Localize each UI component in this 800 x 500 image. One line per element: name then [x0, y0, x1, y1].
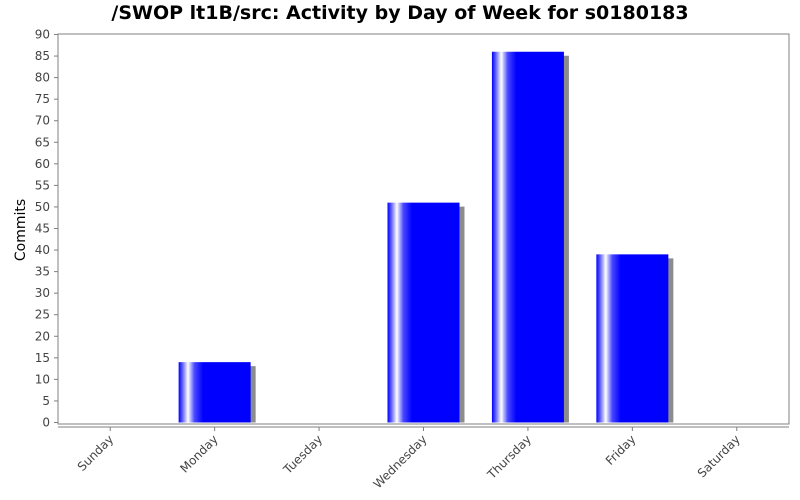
y-tick-label: 15	[35, 351, 50, 365]
y-tick-label: 85	[35, 49, 50, 63]
bar	[596, 254, 669, 423]
y-tick-label: 25	[35, 308, 50, 322]
y-axis-title: Commits	[13, 199, 29, 261]
x-tick-label: Tuesday	[280, 432, 325, 477]
x-tick-label: Friday	[603, 432, 639, 468]
y-tick-label: 0	[42, 416, 50, 430]
y-tick-label: 40	[35, 243, 50, 257]
y-tick-label: 50	[35, 200, 50, 214]
bars	[178, 51, 674, 423]
y-tick-label: 80	[35, 71, 50, 85]
chart-title: /SWOP lt1B/src: Activity by Day of Week …	[111, 2, 689, 24]
y-tick-label: 20	[35, 329, 50, 343]
bar	[178, 362, 251, 423]
y-axis: 0 5 10 15 20 25 30 35 40 45 50 55 60 65 70 75 80 85 90	[35, 28, 58, 430]
y-tick-label: 75	[35, 92, 50, 106]
y-tick-label: 65	[35, 135, 50, 149]
y-tick-label: 30	[35, 286, 50, 300]
y-tick-label: 45	[35, 222, 50, 236]
x-axis: Sunday Monday Tuesday Wednesday Thursday Frid…	[75, 427, 743, 491]
x-tick-label: Monday	[177, 432, 220, 475]
x-tick-label: Saturday	[695, 432, 743, 480]
x-tick-label: Thursday	[484, 432, 534, 482]
y-tick-label: 70	[35, 114, 50, 128]
y-tick-label: 55	[35, 178, 50, 192]
y-tick-label: 10	[35, 372, 50, 386]
bar	[387, 202, 460, 423]
x-tick-label: Sunday	[75, 432, 117, 474]
y-tick-label: 90	[35, 28, 50, 42]
y-tick-label: 35	[35, 265, 50, 279]
bar	[491, 51, 564, 423]
y-tick-label: 5	[42, 394, 50, 408]
x-tick-label: Wednesday	[371, 432, 430, 491]
y-tick-label: 60	[35, 157, 50, 171]
